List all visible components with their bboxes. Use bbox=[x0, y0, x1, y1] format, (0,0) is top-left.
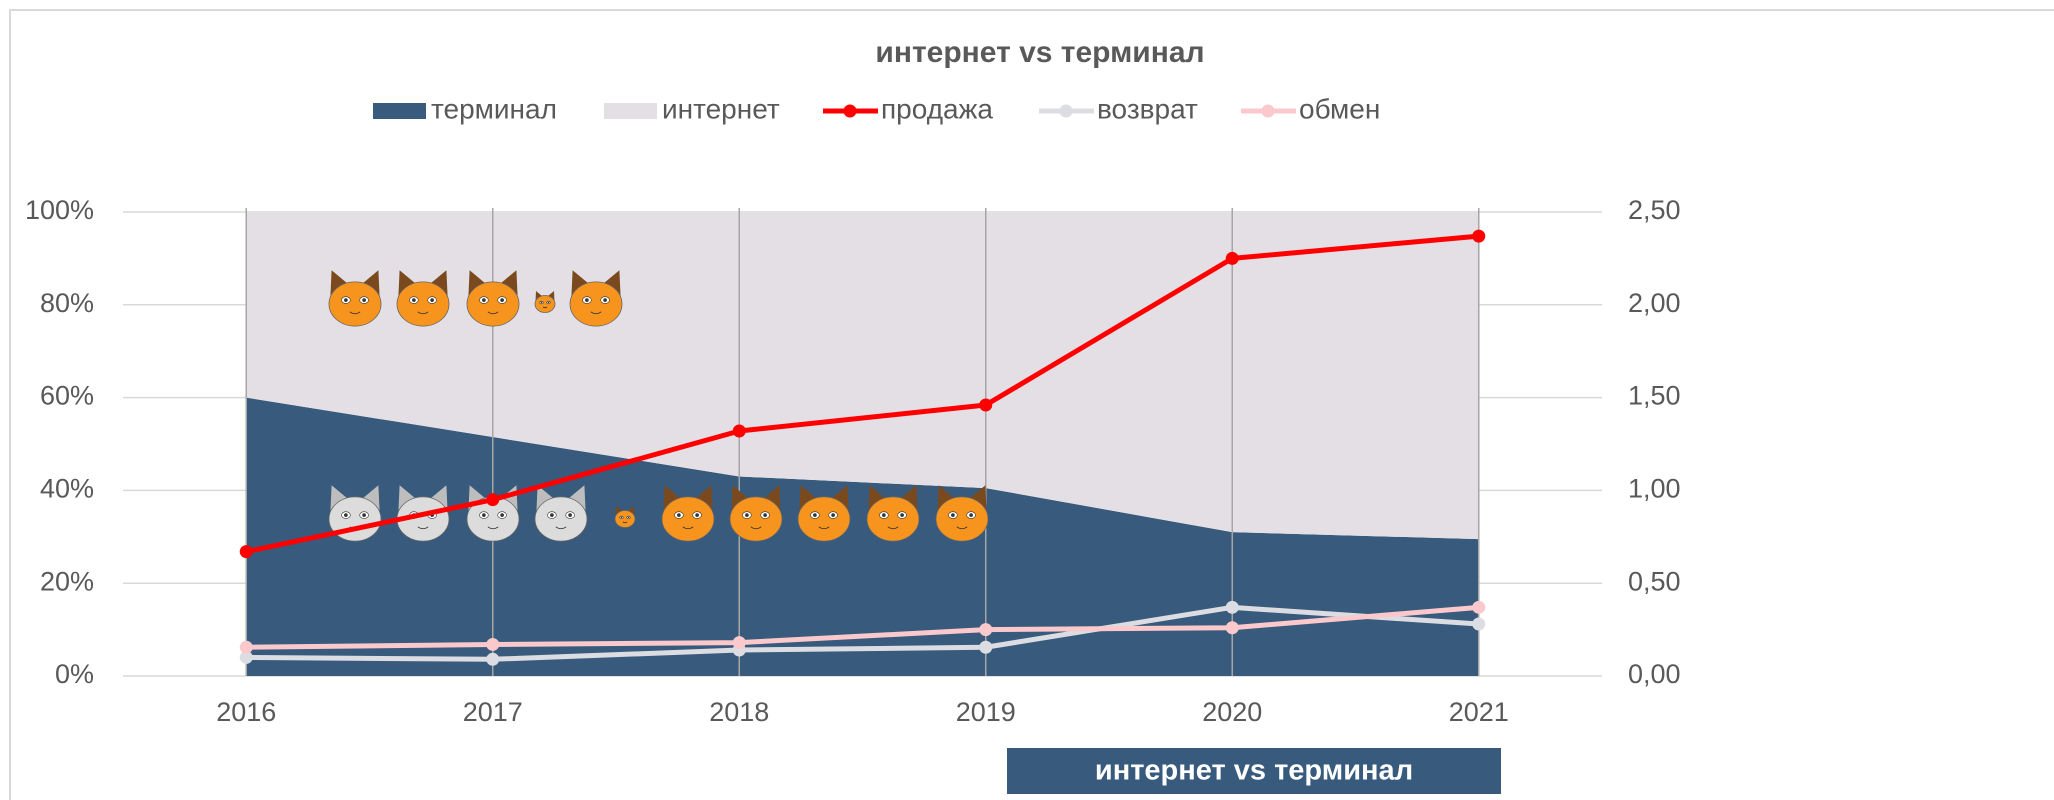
marker bbox=[733, 636, 746, 649]
marker bbox=[1472, 230, 1485, 243]
legend-label: продажа bbox=[881, 93, 993, 124]
cat-pupil bbox=[548, 302, 549, 303]
cat-pupil bbox=[541, 302, 542, 303]
y-tick-label: 60% bbox=[40, 381, 94, 411]
legend-marker bbox=[844, 105, 857, 118]
marker bbox=[733, 425, 746, 438]
y-tick-label: 0% bbox=[55, 659, 94, 689]
marker bbox=[979, 641, 992, 654]
marker bbox=[979, 399, 992, 412]
legend-label: возврат bbox=[1097, 93, 1198, 124]
x-tick-label: 2017 bbox=[463, 697, 523, 727]
cat-pupil bbox=[603, 298, 607, 302]
chart: интернет vs терминал интернет vs термина… bbox=[0, 0, 2054, 800]
y-tick-label: 20% bbox=[40, 566, 94, 596]
y2-tick-label: 1,00 bbox=[1628, 474, 1681, 504]
legend-marker bbox=[1060, 105, 1073, 118]
marker bbox=[486, 653, 499, 666]
cat-pupil bbox=[482, 513, 486, 517]
y2-tick-label: 2,00 bbox=[1628, 288, 1681, 318]
cat-pupil bbox=[813, 513, 817, 517]
x-tick-label: 2019 bbox=[956, 697, 1016, 727]
cat-pupil bbox=[412, 298, 416, 302]
cat-pupil bbox=[951, 513, 955, 517]
cat-pupil bbox=[831, 513, 835, 517]
cat-pupil bbox=[900, 513, 904, 517]
marker bbox=[486, 493, 499, 506]
annotation: интернет vs терминал bbox=[1095, 755, 1413, 787]
cat-face bbox=[867, 497, 919, 541]
cat-pupil bbox=[362, 298, 366, 302]
cat-face bbox=[936, 497, 988, 541]
x-tick-label: 2020 bbox=[1202, 697, 1262, 727]
cat-face bbox=[535, 296, 555, 313]
marker bbox=[1226, 601, 1239, 614]
cat-pupil bbox=[362, 513, 366, 517]
cat-face bbox=[615, 511, 635, 528]
legend-label: интернет bbox=[662, 93, 780, 124]
marker bbox=[979, 623, 992, 636]
cat-pupil bbox=[344, 513, 348, 517]
legend-swatch bbox=[604, 103, 657, 119]
legend-label: обмен bbox=[1299, 93, 1380, 124]
chart-title: интернет vs терминал bbox=[875, 36, 1204, 69]
y2-tick-label: 0,50 bbox=[1628, 566, 1681, 596]
marker bbox=[1226, 621, 1239, 634]
cat-pupil bbox=[344, 298, 348, 302]
cat-face bbox=[730, 497, 782, 541]
legend-label: терминал bbox=[431, 93, 557, 124]
cat-pupil bbox=[763, 513, 767, 517]
marker bbox=[1472, 618, 1485, 631]
cat-face bbox=[798, 497, 850, 541]
marker bbox=[1226, 252, 1239, 265]
y2-tick-label: 1,50 bbox=[1628, 381, 1681, 411]
y2-tick-label: 2,50 bbox=[1628, 195, 1681, 225]
legend-swatch bbox=[373, 103, 426, 119]
cat-face bbox=[662, 497, 714, 541]
x-tick-label: 2018 bbox=[709, 697, 769, 727]
y2-tick-label: 0,00 bbox=[1628, 659, 1681, 689]
marker bbox=[1472, 601, 1485, 614]
cat-face bbox=[467, 282, 519, 326]
plot-area bbox=[123, 208, 1602, 676]
cat-face bbox=[570, 282, 622, 326]
cat-pupil bbox=[621, 517, 622, 518]
y-tick-label: 40% bbox=[40, 474, 94, 504]
cat-pupil bbox=[745, 513, 749, 517]
cat-pupil bbox=[585, 298, 589, 302]
cat-face bbox=[535, 497, 587, 541]
y-tick-label: 80% bbox=[40, 288, 94, 318]
cat-pupil bbox=[882, 513, 886, 517]
marker bbox=[486, 638, 499, 651]
page: интернет vs терминал интернет vs термина… bbox=[0, 0, 2054, 800]
cat-pupil bbox=[628, 517, 629, 518]
legend-marker bbox=[1262, 105, 1275, 118]
cat-pupil bbox=[482, 298, 486, 302]
x-tick-label: 2021 bbox=[1449, 697, 1509, 727]
cat-pupil bbox=[969, 513, 973, 517]
cat-face bbox=[397, 282, 449, 326]
cat-pupil bbox=[550, 513, 554, 517]
cat-pupil bbox=[677, 513, 681, 517]
marker bbox=[240, 641, 253, 654]
cat-face bbox=[329, 282, 381, 326]
cat-pupil bbox=[500, 298, 504, 302]
marker bbox=[240, 545, 253, 558]
cat-pupil bbox=[568, 513, 572, 517]
cat-pupil bbox=[430, 298, 434, 302]
cat-pupil bbox=[500, 513, 504, 517]
cat-pupil bbox=[695, 513, 699, 517]
x-tick-label: 2016 bbox=[216, 697, 276, 727]
y-tick-label: 100% bbox=[25, 195, 94, 225]
